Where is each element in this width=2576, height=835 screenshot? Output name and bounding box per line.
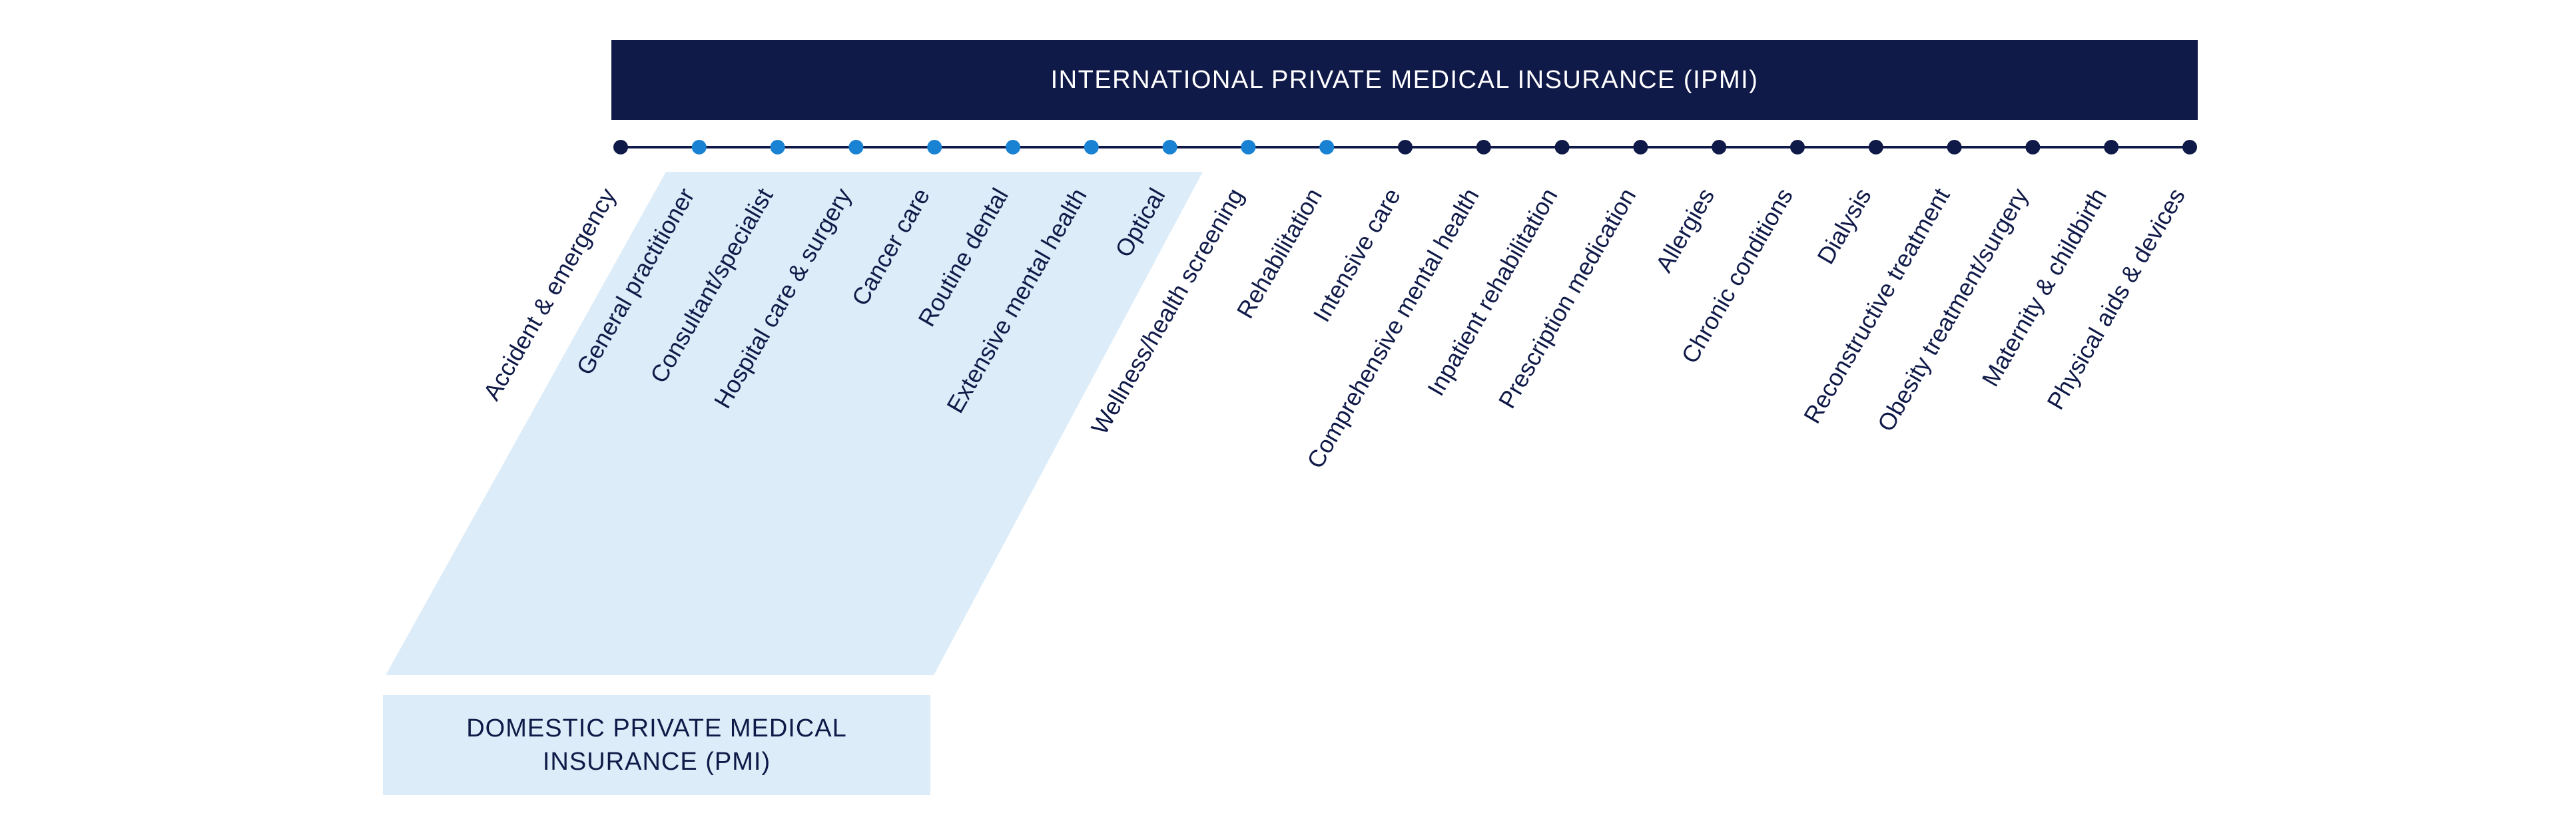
pmi-box: DOMESTIC PRIVATE MEDICAL INSURANCE (PMI) [383, 695, 930, 795]
coverage-point-18 [2025, 140, 2040, 154]
coverage-point-8 [1241, 140, 1255, 154]
coverage-point-14 [1712, 140, 1726, 154]
coverage-point-19 [2104, 140, 2118, 154]
coverage-point-6 [1084, 140, 1099, 154]
ipmi-title: INTERNATIONAL PRIVATE MEDICAL INSURANCE … [1051, 66, 1759, 95]
coverage-point-1 [692, 140, 707, 154]
coverage-point-3 [848, 140, 863, 154]
coverage-point-12 [1555, 140, 1570, 154]
coverage-point-2 [771, 140, 785, 154]
coverage-point-10 [1398, 140, 1413, 154]
coverage-point-4 [927, 140, 942, 154]
coverage-label-16: Dialysis [1811, 184, 1877, 269]
coverage-label-13: Prescription medication [1493, 184, 1642, 414]
coverage-point-13 [1633, 140, 1648, 154]
coverage-point-0 [613, 140, 628, 154]
coverage-point-5 [1006, 140, 1020, 154]
pmi-title: DOMESTIC PRIVATE MEDICAL INSURANCE (PMI) [424, 712, 890, 778]
coverage-point-16 [1869, 140, 1883, 154]
coverage-label-17: Reconstructive treatment [1798, 184, 1955, 428]
coverage-point-11 [1476, 140, 1491, 154]
coverage-point-20 [2182, 140, 2197, 154]
coverage-point-9 [1319, 140, 1334, 154]
coverage-label-18: Obesity treatment/surgery [1872, 184, 2034, 436]
coverage-point-17 [1947, 140, 1962, 154]
coverage-point-15 [1790, 140, 1805, 154]
coverage-label-20: Physical aids & devices [2041, 184, 2190, 414]
coverage-label-9: Rehabilitation [1231, 184, 1328, 323]
coverage-point-7 [1163, 140, 1177, 154]
ipmi-banner: INTERNATIONAL PRIVATE MEDICAL INSURANCE … [611, 40, 2198, 120]
pmi-scope-band [386, 172, 1203, 675]
coverage-label-14: Allergies [1650, 184, 1720, 277]
